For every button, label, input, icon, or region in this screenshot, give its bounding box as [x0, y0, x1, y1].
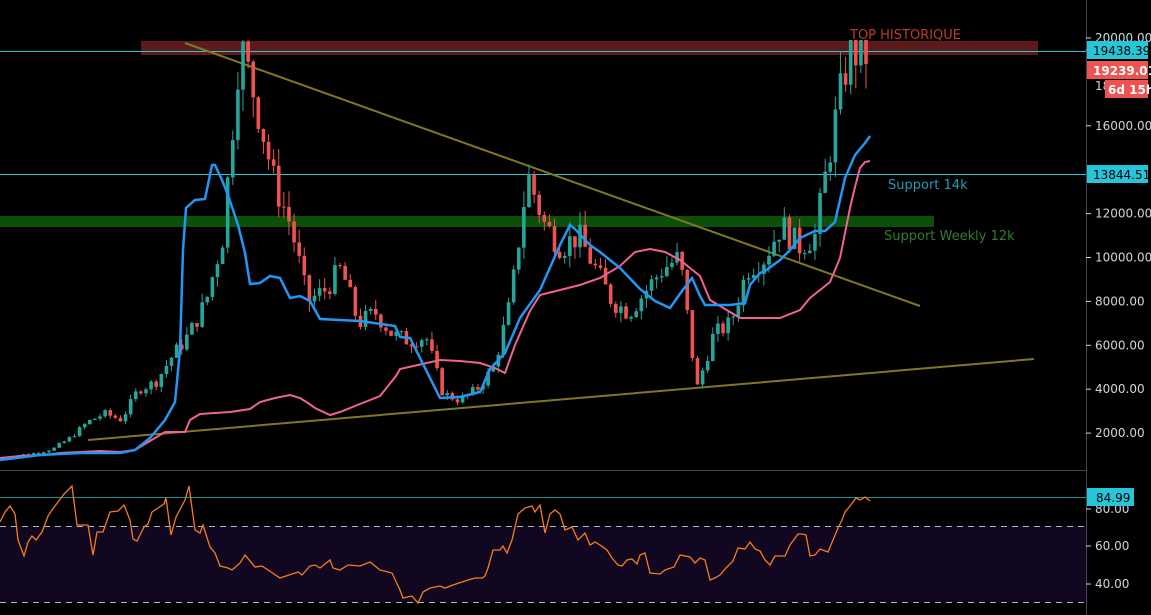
rsi-tick-label: 60.00: [1095, 539, 1129, 553]
ath-zone[interactable]: [141, 41, 1038, 55]
candlesticks: [1, 40, 868, 459]
support-weekly-zone[interactable]: [0, 216, 934, 227]
slow-ma-line: [0, 160, 871, 459]
price-tick-label: 12000.00: [1095, 207, 1151, 221]
price-tick-label: 8000.00: [1095, 294, 1145, 308]
rsi-tick-label: 40.00: [1095, 577, 1129, 591]
svg-text:13844.51: 13844.51: [1093, 168, 1150, 182]
fast-ma-line: [0, 135, 872, 462]
svg-text:84.99: 84.99: [1096, 491, 1130, 505]
price-tick-label: 10000.00: [1095, 251, 1151, 265]
last-price-badge: 19239.01: [1087, 61, 1151, 79]
ath-level-badge: 19438.39: [1086, 41, 1150, 59]
annotation-top-historique[interactable]: TOP HISTORIQUE: [849, 28, 961, 43]
price-tick-label: 16000.00: [1095, 119, 1151, 133]
annotation-support-14k[interactable]: Support 14k: [888, 178, 968, 193]
svg-text:6d 15h: 6d 15h: [1108, 83, 1151, 97]
svg-text:19239.01: 19239.01: [1093, 64, 1151, 78]
price-tick-label: 6000.00: [1095, 338, 1145, 352]
rsi-value-badge: 84.99: [1087, 488, 1134, 506]
rsi-band-fill: [0, 526, 1086, 602]
annotation-support-weekly[interactable]: Support Weekly 12k: [884, 229, 1015, 244]
price-tick-label: 2000.00: [1095, 426, 1145, 440]
rsi-line: [0, 484, 871, 605]
ascending-trendline[interactable]: [87, 358, 1035, 441]
price-tick-label: 4000.00: [1095, 382, 1145, 396]
descending-trendline[interactable]: [184, 42, 921, 307]
svg-text:19438.39: 19438.39: [1093, 44, 1150, 58]
support-level-badge: 13844.51: [1087, 165, 1150, 183]
countdown-badge: 6d 15h: [1105, 80, 1151, 98]
